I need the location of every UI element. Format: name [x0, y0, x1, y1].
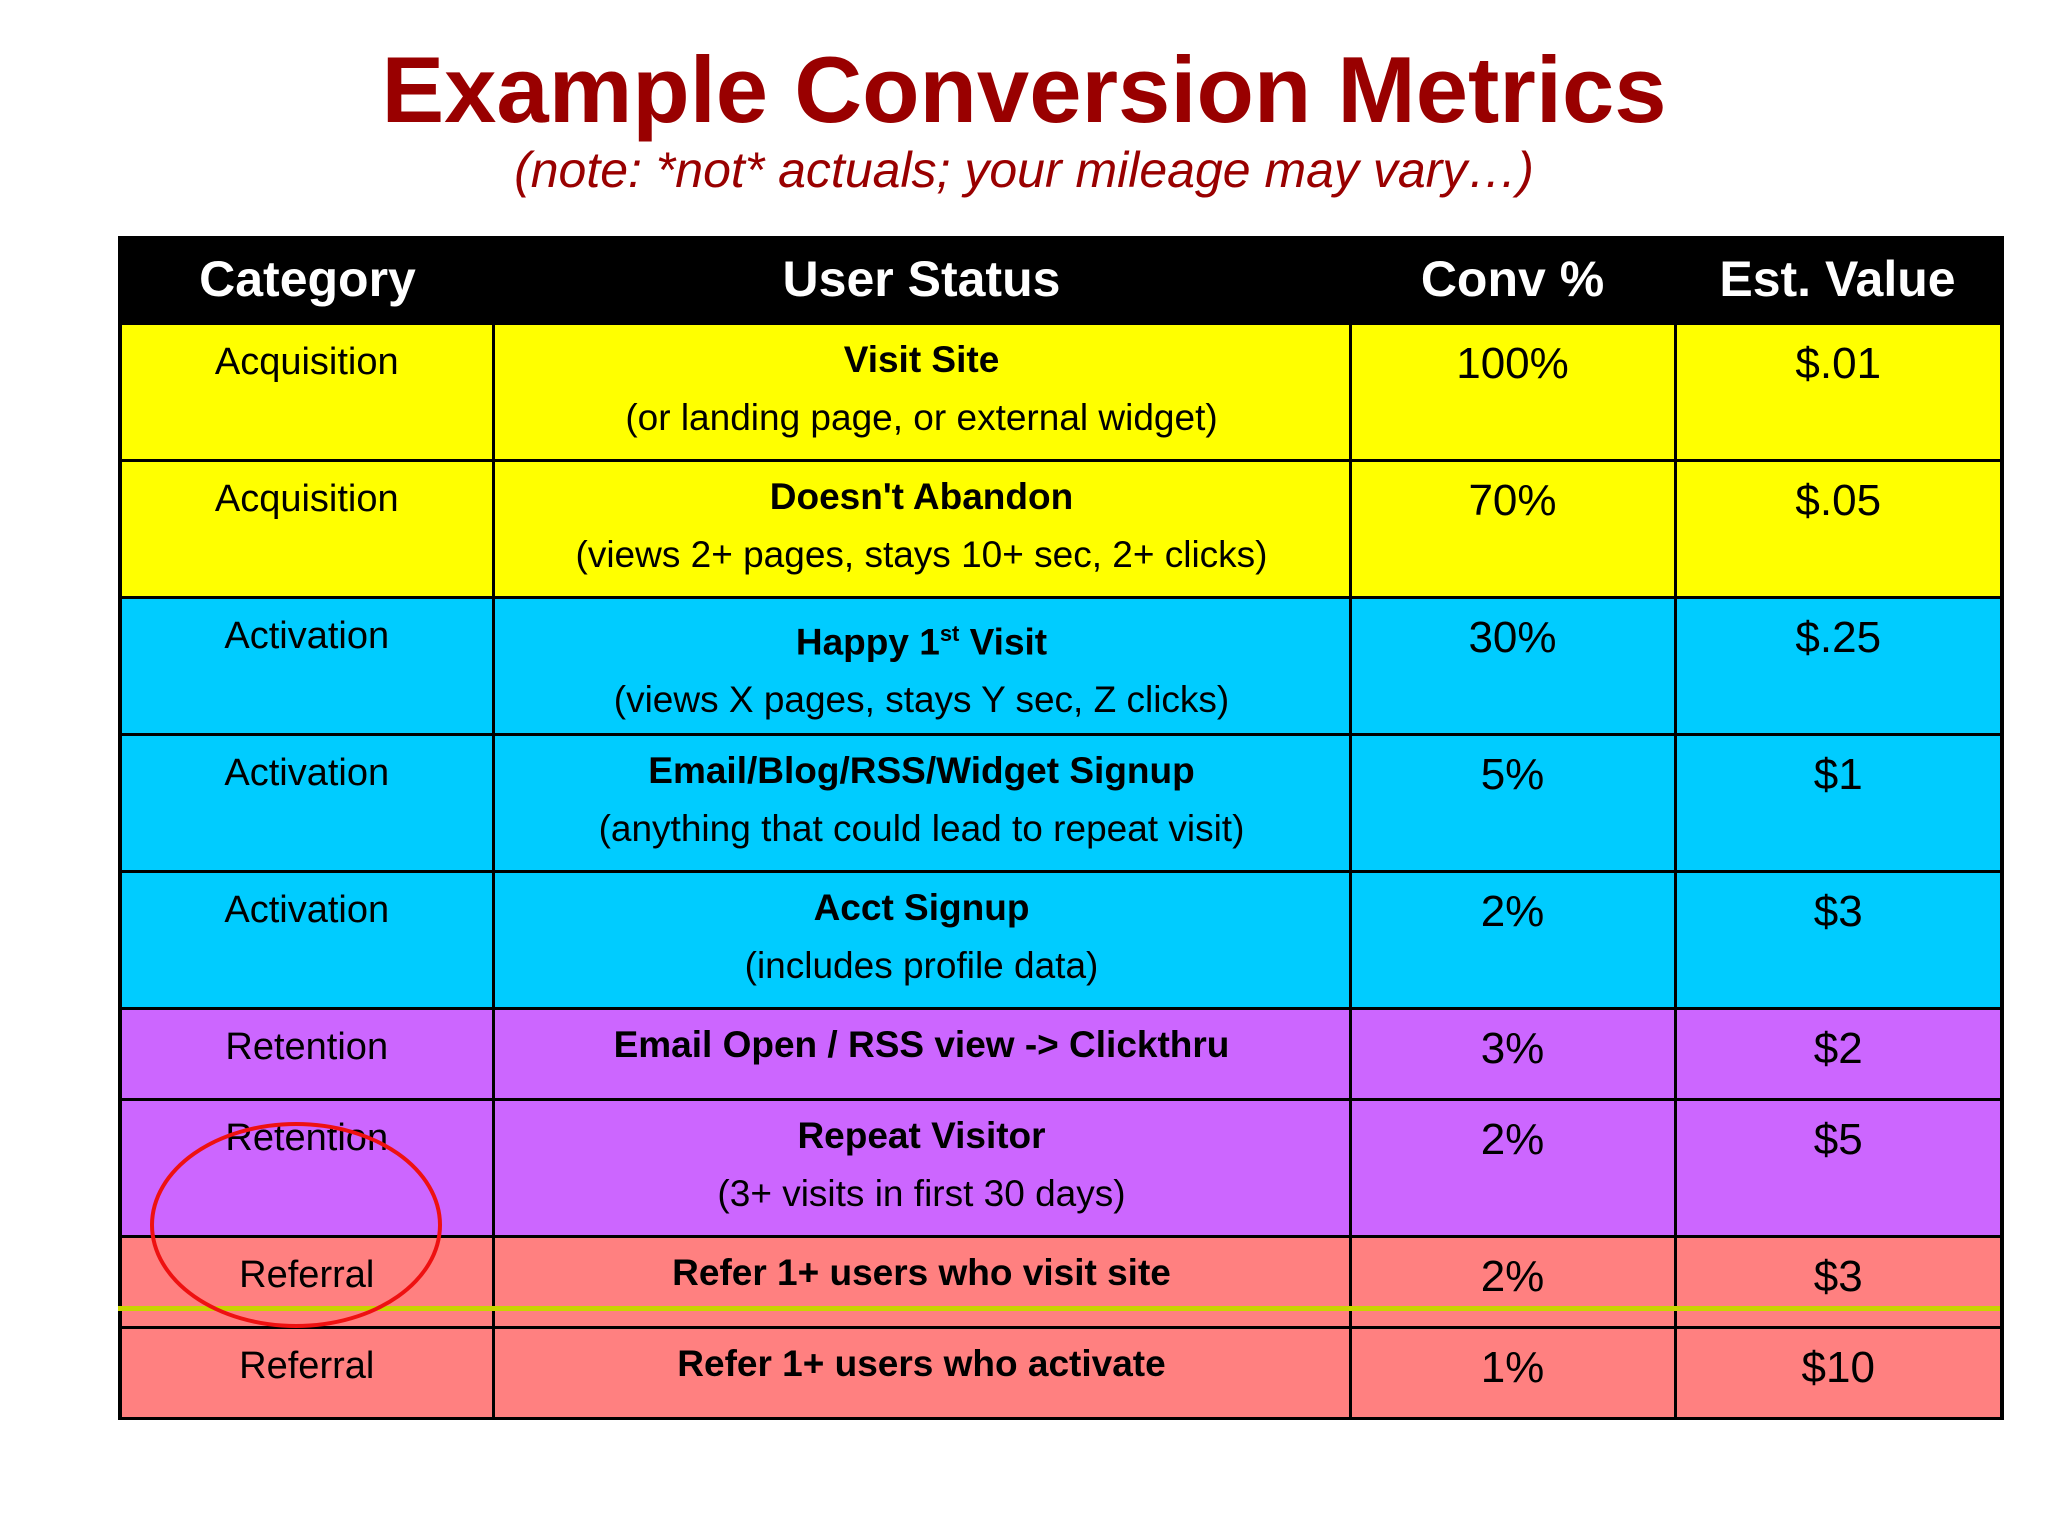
est-value-cell: $5 [1673, 1098, 2004, 1238]
header-category: Category [120, 236, 493, 324]
status-label: Visit Site [843, 339, 1000, 380]
est-value-cell: $.01 [1673, 322, 2004, 462]
conv-percent-cell: 5% [1348, 733, 1677, 873]
category-cell: Activation [118, 596, 495, 736]
table-header-row: Category User Status Conv % Est. Value [120, 236, 2002, 324]
conversion-metrics-table: Category User Status Conv % Est. Value A… [118, 236, 2004, 1420]
status-label: Repeat Visitor [797, 1115, 1046, 1156]
est-value-cell: $10 [1673, 1326, 2004, 1420]
table-bottom-strip [118, 1306, 2000, 1311]
table-row: Retention Repeat Visitor (3+ visits in f… [118, 1098, 2004, 1238]
category-cell: Activation [118, 870, 495, 1010]
table-row: Activation Happy 1st Visit (views X page… [118, 596, 2004, 736]
header-user-status: User Status [493, 236, 1350, 324]
est-value-cell: $3 [1673, 870, 2004, 1010]
user-status-cell: Repeat Visitor (3+ visits in first 30 da… [491, 1098, 1352, 1238]
header-conv-percent: Conv % [1350, 236, 1675, 324]
table-row: Referral Refer 1+ users who visit site 2… [118, 1235, 2004, 1329]
category-cell: Referral [118, 1235, 495, 1329]
slide-title: Example Conversion Metrics [381, 37, 1667, 142]
user-status-cell: Email Open / RSS view -> Clickthru [491, 1007, 1352, 1101]
table-row: Referral Refer 1+ users who activate 1% … [118, 1326, 2004, 1420]
user-status-cell: Acct Signup (includes profile data) [491, 870, 1352, 1010]
conv-percent-cell: 2% [1348, 1098, 1677, 1238]
table-row: Acquisition Visit Site (or landing page,… [118, 322, 2004, 462]
conv-percent-cell: 1% [1348, 1326, 1677, 1420]
category-cell: Retention [118, 1007, 495, 1101]
status-label: Email Open / RSS view -> Clickthru [613, 1024, 1230, 1065]
status-detail: (views X pages, stays Y sec, Z clicks) [613, 679, 1230, 721]
status-detail: (views 2+ pages, stays 10+ sec, 2+ click… [575, 534, 1268, 575]
status-detail: (3+ visits in first 30 days) [717, 1173, 1126, 1214]
est-value-cell: $3 [1673, 1235, 2004, 1329]
conv-percent-cell: 2% [1348, 870, 1677, 1010]
user-status-cell: Email/Blog/RSS/Widget Signup (anything t… [491, 733, 1352, 873]
status-detail: (includes profile data) [744, 945, 1099, 986]
user-status-cell: Refer 1+ users who activate [491, 1326, 1352, 1420]
category-cell: Referral [118, 1326, 495, 1420]
status-detail: (anything that could lead to repeat visi… [598, 808, 1245, 849]
status-label-suffix: Visit [959, 621, 1048, 663]
table-row: Retention Email Open / RSS view -> Click… [118, 1007, 2004, 1101]
status-label: Acct Signup [813, 887, 1030, 928]
est-value-cell: $1 [1673, 733, 2004, 873]
user-status-cell: Doesn't Abandon (views 2+ pages, stays 1… [491, 459, 1352, 599]
status-label: Doesn't Abandon [769, 476, 1074, 517]
conv-percent-cell: 2% [1348, 1235, 1677, 1329]
est-value-cell: $2 [1673, 1007, 2004, 1101]
header-est-value: Est. Value [1675, 236, 2002, 324]
user-status-cell: Refer 1+ users who visit site [491, 1235, 1352, 1329]
table-row: Activation Email/Blog/RSS/Widget Signup … [118, 733, 2004, 873]
conv-percent-cell: 3% [1348, 1007, 1677, 1101]
status-label-prefix: Happy 1 [795, 621, 940, 663]
user-status-cell: Visit Site (or landing page, or external… [491, 322, 1352, 462]
est-value-cell: $.25 [1673, 596, 2004, 736]
conv-percent-cell: 70% [1348, 459, 1677, 599]
status-label: Refer 1+ users who visit site [672, 1252, 1171, 1293]
category-cell: Acquisition [118, 459, 495, 599]
status-label: Refer 1+ users who activate [677, 1343, 1166, 1384]
status-detail: (or landing page, or external widget) [625, 397, 1218, 438]
category-cell: Acquisition [118, 322, 495, 462]
conv-percent-cell: 30% [1348, 596, 1677, 736]
conv-percent-cell: 100% [1348, 322, 1677, 462]
category-cell: Retention [118, 1098, 495, 1238]
user-status-cell: Happy 1st Visit (views X pages, stays Y … [491, 596, 1352, 736]
table-row: Acquisition Doesn't Abandon (views 2+ pa… [118, 459, 2004, 599]
status-label: Email/Blog/RSS/Widget Signup [648, 750, 1195, 791]
status-label: Happy 1st Visit [495, 605, 1349, 671]
status-label-superscript: st [939, 621, 960, 646]
category-cell: Activation [118, 733, 495, 873]
est-value-cell: $.05 [1673, 459, 2004, 599]
slide-subtitle: (note: *not* actuals; your mileage may v… [514, 142, 1534, 198]
table-row: Activation Acct Signup (includes profile… [118, 870, 2004, 1010]
